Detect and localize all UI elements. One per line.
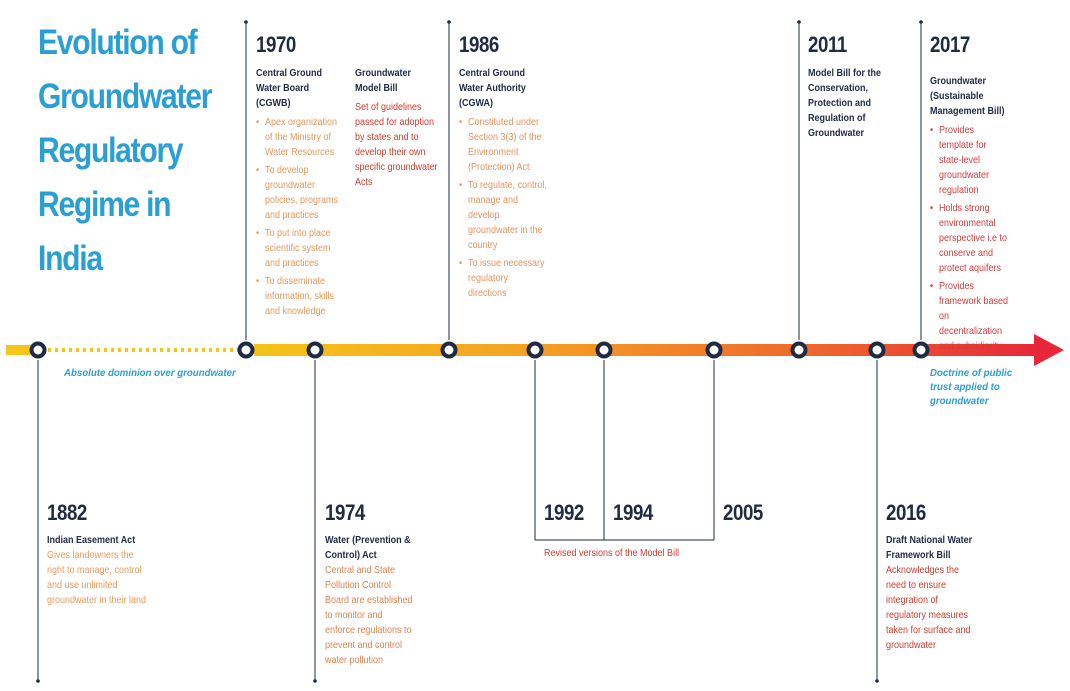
year-1994: 1994 <box>613 500 653 525</box>
event-2017-bullet: Holds strong environmental perspective i… <box>930 201 1009 276</box>
event-2017-sustainable-bill: Groundwater (Sustainable Management Bill… <box>930 74 1009 357</box>
node-1970 <box>237 341 255 359</box>
node-2011 <box>790 341 808 359</box>
event-1970-bullets: Apex organization of the Ministry of Wat… <box>256 115 346 319</box>
connector-lines <box>37 22 922 681</box>
year-1882: 1882 <box>47 500 87 525</box>
model-bill-heading: Groundwater Model Bill <box>355 68 412 94</box>
event-1882-text: Gives landowners the right to manage, co… <box>47 550 147 606</box>
event-1970-heading: Central Ground Water Board (CGWB) <box>256 68 323 109</box>
caption-public-trust: Doctrine of public trust applied to grou… <box>930 367 1013 407</box>
event-1974-water-act: Water (Prevention & Control) Act Central… <box>325 533 415 668</box>
year-2005: 2005 <box>723 500 763 525</box>
node-1994 <box>595 341 613 359</box>
year-2017: 2017 <box>930 32 970 57</box>
event-1986-bullets: Constituted under Section 3(3) of the En… <box>459 115 549 301</box>
node-2016 <box>868 341 886 359</box>
event-1986-bullet: To regulate, control, manage and develop… <box>459 178 549 253</box>
node-2017 <box>912 341 930 359</box>
event-1986-bullet: To issue necessary regulatory directions <box>459 256 549 301</box>
event-2016-draft-bill: Draft National Water Framework Bill Ackn… <box>886 533 976 653</box>
event-2017-bullets: Provides template for state-level ground… <box>930 123 1009 354</box>
year-2011: 2011 <box>808 32 847 57</box>
event-1970-bullet: Apex organization of the Ministry of Wat… <box>256 115 346 160</box>
caption-absolute-dominion: Absolute dominion over groundwater <box>64 367 236 379</box>
node-1882 <box>29 341 47 359</box>
event-2011-model-bill: Model Bill for the Conservation, Protect… <box>808 66 882 141</box>
year-1992: 1992 <box>544 500 584 525</box>
event-1882-heading: Indian Easement Act <box>47 535 136 546</box>
node-1974 <box>306 341 324 359</box>
event-2016-text: Acknowledges the need to ensure integrat… <box>886 565 971 651</box>
event-1970-bullet: To disseminate information, skills and k… <box>256 274 346 319</box>
event-1970-cgwb: Central Ground Water Board (CGWB) Apex o… <box>256 66 346 322</box>
year-2016: 2016 <box>886 500 926 525</box>
event-1986-heading: Central Ground Water Authority (CGWA) <box>459 68 526 109</box>
timeline-bar-start <box>6 345 30 355</box>
event-1974-text: Central and State Pollution Control Boar… <box>325 565 413 666</box>
year-1986: 1986 <box>459 32 499 57</box>
node-1992 <box>526 341 544 359</box>
model-bill-text: Set of guidelines passed for adoption by… <box>355 102 438 188</box>
event-1970-bullet: To develop groundwater policies, program… <box>256 163 346 223</box>
event-2017-bullet: Provides template for state-level ground… <box>930 123 1009 198</box>
node-1986 <box>440 341 458 359</box>
event-2016-heading: Draft National Water Framework Bill <box>886 535 973 561</box>
caption-revised-model-bill: Revised versions of the Model Bill <box>544 548 680 559</box>
timeline-nodes <box>29 341 930 359</box>
timeline-arrow-head <box>1034 334 1064 366</box>
event-1970-bullet: To put into place scientific system and … <box>256 226 346 271</box>
node-2005 <box>705 341 723 359</box>
diagram-title: Evolution of Groundwater Regulatory Regi… <box>38 23 212 278</box>
event-1986-cgwa: Central Ground Water Authority (CGWA) Co… <box>459 66 549 304</box>
event-2017-heading: Groundwater (Sustainable Management Bill… <box>930 76 1005 117</box>
event-1986-bullet: Constituted under Section 3(3) of the En… <box>459 115 549 175</box>
event-1970-model-bill: Groundwater Model Bill Set of guidelines… <box>355 66 438 190</box>
year-1974: 1974 <box>325 500 365 525</box>
year-1970: 1970 <box>256 32 296 57</box>
event-2011-heading: Model Bill for the Conservation, Protect… <box>808 68 881 139</box>
event-1974-heading: Water (Prevention & Control) Act <box>325 535 411 561</box>
event-1882-easement-act: Indian Easement Act Gives landowners the… <box>47 533 148 608</box>
event-2017-bullet: Provides framework based on decentraliza… <box>930 279 1009 354</box>
